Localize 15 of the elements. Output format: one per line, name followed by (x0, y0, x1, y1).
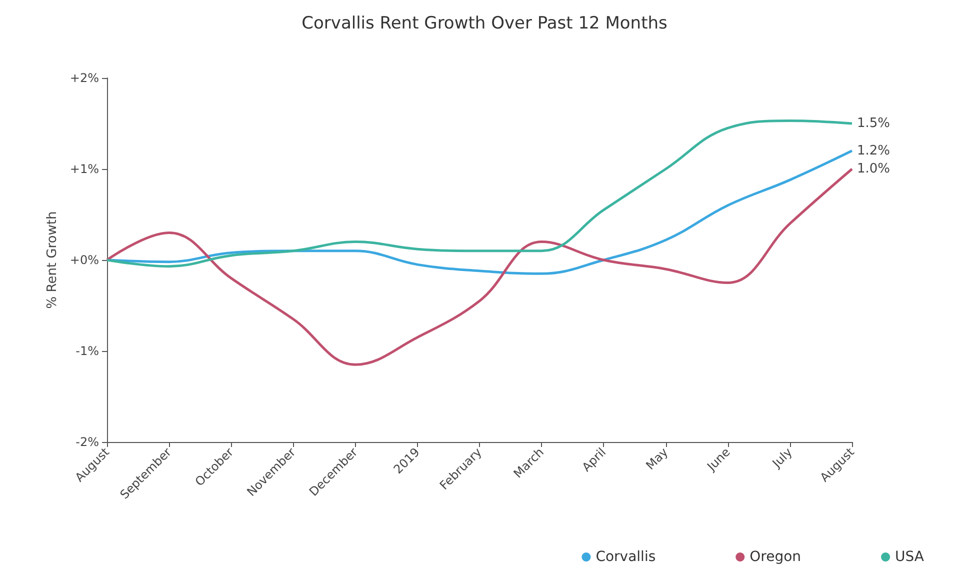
y-tick-label: +0% (70, 253, 99, 267)
y-tick-label: -1% (76, 344, 99, 358)
legend-label: Oregon (750, 549, 802, 565)
line-series (106, 120, 854, 268)
line-series (106, 168, 854, 366)
data-label: 1.2% (857, 143, 890, 158)
y-tick-label: -2% (76, 435, 99, 449)
y-tick-label: +2% (70, 71, 99, 85)
chart-title: Corvallis Rent Growth Over Past 12 Months (302, 14, 668, 34)
legend-label: USA (895, 549, 924, 565)
y-tick-label: +1% (70, 162, 99, 176)
data-label: 1.0% (857, 162, 890, 176)
data-label: 1.5% (857, 116, 890, 131)
legend-label: Corvallis (596, 549, 656, 565)
y-axis-title: % Rent Growth (45, 211, 60, 309)
